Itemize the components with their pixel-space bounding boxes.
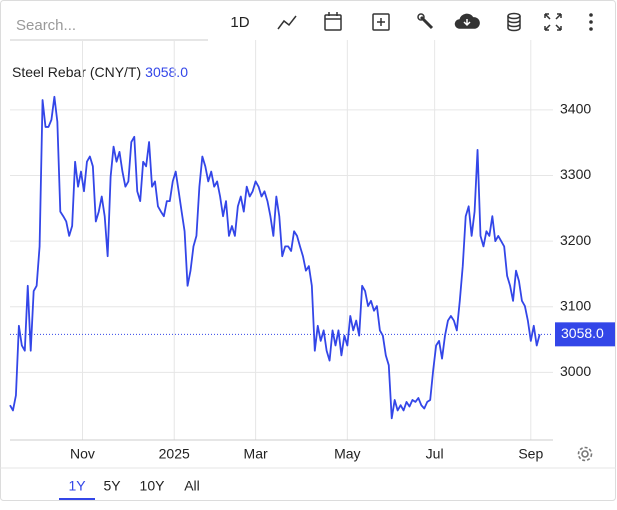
last-price-label: 3058.0 [561, 325, 604, 341]
last-price-box [555, 322, 615, 347]
x-tick-label: Sep [518, 446, 543, 462]
y-tick-label: 3100 [560, 297, 591, 313]
y-tick-label: 3200 [560, 232, 591, 248]
settings-tool-icon[interactable] [417, 13, 434, 30]
y-tick-label: 3400 [560, 101, 591, 117]
search-box[interactable]: Search... [10, 17, 208, 41]
x-tick-label: Jul [426, 446, 444, 462]
x-tick-label: May [334, 446, 360, 462]
line-icon[interactable] [277, 15, 297, 30]
calendar-icon[interactable] [324, 12, 342, 31]
range-tab[interactable]: 10Y [140, 478, 166, 494]
expand-icon[interactable] [544, 13, 562, 31]
add-icon[interactable] [372, 13, 390, 31]
title-name: Steel Rebar (CNY/T) [12, 64, 141, 80]
title-price: 3058.0 [145, 64, 188, 80]
range-tab[interactable]: 1Y [68, 478, 86, 494]
interval-button[interactable]: 1D [230, 14, 249, 31]
range-tab[interactable]: All [184, 478, 200, 494]
range-tab[interactable]: 5Y [103, 478, 121, 494]
toolbar-icons [277, 12, 593, 32]
y-tick-label: 3000 [560, 363, 591, 379]
chart-title: Steel Rebar (CNY/T) 3058.0 [12, 64, 188, 80]
search-placeholder[interactable]: Search... [16, 17, 76, 34]
gear-icon[interactable] [577, 446, 593, 462]
x-tick-label: Mar [244, 446, 268, 462]
price-line [9, 95, 541, 420]
y-tick-label: 3300 [560, 166, 591, 182]
database-icon[interactable] [507, 12, 521, 32]
range-tabs: 1Y 5Y 10Y All [59, 478, 200, 500]
x-tick-label: 2025 [159, 446, 190, 462]
plot-area: 3000 3100 3200 3300 3400 Nov 2025 Mar May Jul Sep 3… [9, 40, 615, 462]
more-icon[interactable] [589, 13, 593, 31]
download-icon[interactable] [454, 13, 480, 29]
x-tick-label: Nov [70, 446, 95, 462]
